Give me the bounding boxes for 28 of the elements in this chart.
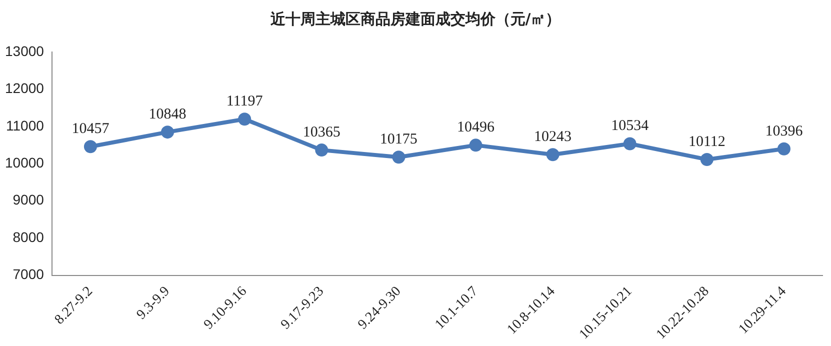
point — [238, 112, 252, 126]
y-tick-label: 10000 — [4, 154, 44, 170]
data-label: 10848 — [148, 106, 186, 123]
point — [84, 140, 97, 154]
point — [315, 144, 328, 157]
point — [700, 152, 714, 166]
y-tick-label: 8000 — [12, 228, 44, 245]
data-label: 10112 — [688, 134, 726, 150]
point — [469, 138, 482, 152]
data-label: 10496 — [456, 120, 495, 136]
data-label: 11197 — [226, 94, 264, 110]
data-label: 10365 — [302, 124, 340, 140]
y-tick-label: 11000 — [6, 117, 44, 134]
data-label: 10396 — [765, 123, 804, 140]
point — [161, 126, 174, 139]
data-label: 10457 — [72, 121, 110, 138]
data-label: 10534 — [611, 118, 650, 134]
y-tick-label: 12000 — [4, 80, 44, 96]
point — [546, 148, 560, 162]
point — [777, 142, 790, 156]
data-label: 10243 — [534, 129, 572, 146]
data-label: 10175 — [380, 132, 418, 148]
y-tick-label: 7000 — [12, 266, 44, 282]
y-tick-label: 9000 — [12, 192, 44, 208]
point — [623, 137, 636, 150]
point — [392, 150, 406, 164]
chart-title: 近十周主城区商品房建面成交均价（元/㎡） — [269, 10, 562, 29]
y-tick-label: 13000 — [4, 42, 44, 59]
